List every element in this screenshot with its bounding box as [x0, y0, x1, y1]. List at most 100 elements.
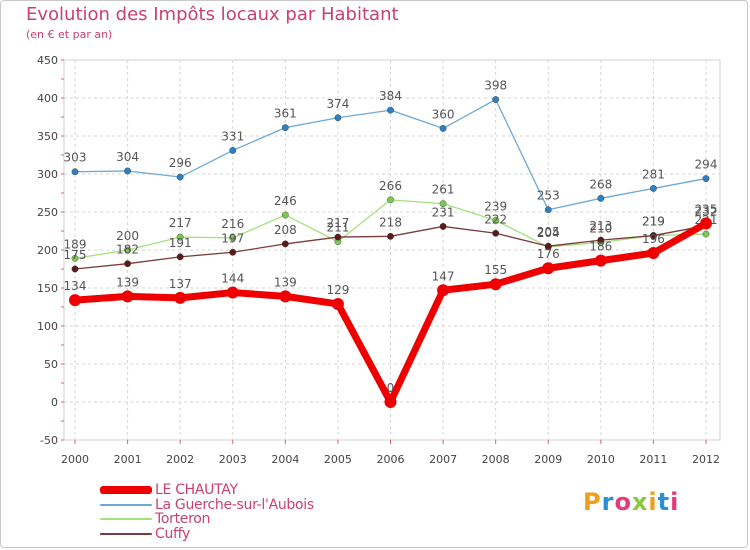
y-tick-label: 0 [51, 396, 58, 409]
data-point [597, 236, 605, 244]
data-point [229, 234, 237, 242]
y-tick-label: -50 [40, 434, 58, 447]
y-tick-label: 100 [37, 320, 58, 333]
x-tick-label: 2001 [114, 453, 142, 466]
data-label: 139 [116, 275, 139, 289]
legend-label: Cuffy [155, 525, 191, 542]
y-tick-label: 450 [37, 54, 58, 67]
chart-legend: LE CHAUTAY La Guerche-sur-l'Aubois Tortero… [100, 482, 360, 542]
data-point [71, 265, 79, 273]
data-label: 231 [432, 205, 455, 219]
data-label: 222 [484, 212, 507, 226]
data-label: 211 [326, 221, 349, 235]
legend-label: LE CHAUTAY [155, 482, 238, 498]
legend-swatch [100, 503, 152, 506]
chart-subtitle: (en € et par an) [26, 28, 113, 41]
data-label: 189 [64, 237, 87, 251]
data-label: 239 [484, 199, 507, 213]
data-label: 361 [274, 107, 297, 121]
data-point [489, 278, 502, 291]
y-tick-label: 150 [37, 282, 58, 295]
data-label: 296 [169, 156, 192, 170]
y-tick-label: 300 [37, 168, 58, 181]
data-point [387, 196, 394, 204]
data-label: 0 [387, 381, 395, 395]
data-label: 261 [432, 183, 455, 197]
data-label: 191 [169, 236, 192, 250]
data-point [71, 168, 79, 176]
series-cuffy: 175 182 191 197 208 217 218 231 222 205 213 219 232 [64, 205, 717, 273]
data-label: 204 [537, 226, 560, 240]
data-point [69, 294, 81, 307]
data-point [334, 114, 342, 122]
data-label: 175 [64, 248, 87, 262]
data-point [176, 253, 184, 261]
legend-item: LE CHAUTAY [100, 482, 360, 498]
x-tick-label: 2011 [639, 453, 667, 466]
logo-letter: i [670, 488, 680, 516]
legend-item: Torteron [100, 511, 360, 527]
data-label: 200 [116, 229, 139, 243]
data-label: 217 [326, 216, 349, 230]
legend-item: La Guerche-sur-l'Aubois [100, 497, 360, 513]
data-label: 186 [589, 240, 612, 254]
data-label: 208 [274, 223, 297, 237]
data-point [331, 297, 344, 310]
data-label: 216 [221, 217, 244, 231]
y-tick-label: 350 [37, 130, 58, 143]
proxiti-logo: Proxiti [583, 488, 679, 516]
series-la-guerche-sur-l-aubois: 303 304 296 331 361 374 384 360 398 253 268 281 294 [64, 79, 718, 214]
data-point [176, 233, 184, 241]
data-point [647, 247, 660, 260]
data-label: 294 [695, 158, 718, 172]
data-label: 303 [64, 151, 87, 165]
data-point [334, 233, 342, 241]
data-point [384, 396, 397, 408]
x-tick-label: 2005 [324, 453, 352, 466]
data-label: 147 [432, 269, 455, 283]
logo-letter: o [614, 488, 632, 516]
data-label: 304 [116, 150, 139, 164]
data-point [124, 167, 131, 175]
legend-item: Cuffy [100, 525, 360, 542]
data-point [439, 200, 447, 208]
x-tick-label: 2004 [271, 453, 299, 466]
data-label: 281 [642, 167, 665, 181]
data-label: 176 [537, 247, 560, 261]
data-label: 331 [221, 129, 244, 143]
data-point [174, 291, 187, 304]
data-label: 219 [642, 215, 665, 229]
data-label: 235 [695, 202, 718, 216]
data-point [124, 260, 131, 268]
data-label: 246 [274, 194, 297, 208]
data-point [439, 223, 447, 230]
data-point [281, 124, 289, 132]
data-point [492, 229, 500, 237]
data-point [594, 254, 607, 267]
data-point [279, 290, 292, 303]
logo-letter: r [601, 488, 615, 516]
data-label: 137 [169, 277, 192, 291]
data-point [121, 290, 134, 303]
y-tick-label: 50 [44, 358, 58, 371]
x-tick-label: 2008 [482, 453, 510, 466]
data-label: 266 [379, 179, 402, 193]
data-point [492, 96, 500, 103]
x-tick-label: 2012 [692, 453, 720, 466]
x-tick-label: 2000 [61, 453, 89, 466]
x-tick-label: 2002 [166, 453, 194, 466]
data-point [650, 232, 657, 239]
data-point [702, 175, 710, 182]
x-tick-label: 2009 [534, 453, 562, 466]
y-tick-label: 400 [37, 92, 58, 105]
logo-letter: x [631, 488, 649, 516]
chart-title: Evolution des Impôts locaux par Habitant [26, 4, 399, 25]
y-tick-label: 200 [37, 244, 58, 257]
data-label: 218 [379, 215, 402, 229]
series-le-chautay: 134 139 137 144 139 129 0 147 155 176 186 196 235 [64, 202, 718, 408]
x-tick-label: 2003 [219, 453, 247, 466]
data-point [124, 246, 131, 254]
data-point [281, 240, 289, 248]
data-point [439, 124, 447, 132]
data-point [71, 254, 79, 262]
